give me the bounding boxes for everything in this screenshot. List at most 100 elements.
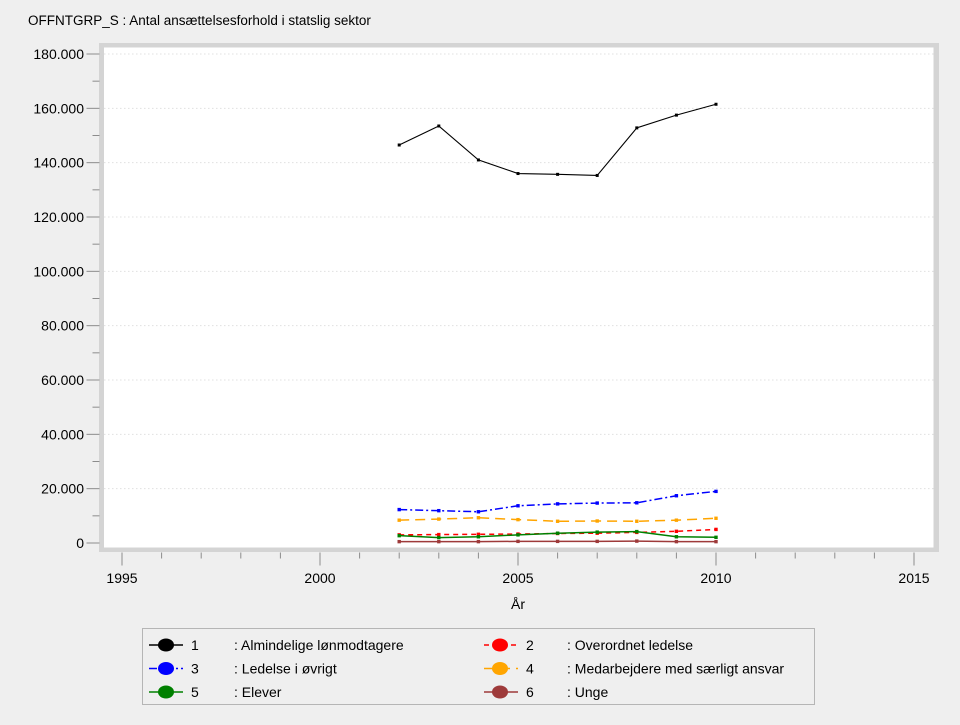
legend-series-label: : Elever <box>234 684 282 700</box>
series-marker-6 <box>635 539 639 543</box>
series-marker-5 <box>437 535 441 540</box>
legend-marker <box>158 685 174 699</box>
legend-series-number: 3 <box>191 661 199 677</box>
series-marker-4 <box>635 519 639 523</box>
y-tick-label: 40.000 <box>41 426 84 442</box>
series-marker-5 <box>476 535 481 539</box>
legend-series-number: 1 <box>191 637 199 653</box>
x-tick-label: 1995 <box>106 570 137 586</box>
y-tick-label: 140.000 <box>33 155 84 171</box>
series-marker-6 <box>476 539 481 544</box>
series-marker-5 <box>714 535 718 539</box>
series-marker-2 <box>714 527 718 532</box>
x-tick-label: 2010 <box>700 570 731 586</box>
y-tick-label: 180.000 <box>33 46 84 62</box>
series-marker-3 <box>714 489 718 494</box>
series-marker-2 <box>476 532 481 537</box>
series-marker-5 <box>674 535 679 539</box>
series-marker-5 <box>555 531 560 535</box>
series-marker-4 <box>397 518 401 522</box>
series-marker-6 <box>555 539 560 544</box>
x-tick-label: 2000 <box>304 570 335 586</box>
x-axis-title: År <box>511 596 525 612</box>
series-marker-2 <box>437 532 441 537</box>
series-marker-4 <box>674 518 679 522</box>
series-marker-1 <box>476 158 480 162</box>
series-marker-4 <box>595 519 599 523</box>
series-marker-6 <box>516 539 520 544</box>
series-marker-4 <box>437 517 441 521</box>
legend-series-number: 5 <box>191 684 199 700</box>
series-marker-6 <box>595 539 599 544</box>
series-line-3 <box>399 490 717 513</box>
legend-item-4: 4 : Medarbejdere med særligt ansvar <box>484 661 784 677</box>
legend-marker <box>492 662 508 675</box>
series-marker-2 <box>674 529 679 534</box>
series-marker-3 <box>674 494 679 498</box>
series-marker-4 <box>555 519 560 523</box>
legend-series-number: 2 <box>526 637 534 653</box>
y-tick-label: 0 <box>76 535 84 551</box>
legend-marker <box>158 662 174 675</box>
y-tick-label: 160.000 <box>33 100 84 116</box>
y-tick-label: 60.000 <box>41 372 84 388</box>
series-marker-3 <box>437 508 441 513</box>
series-marker-4 <box>516 517 520 522</box>
series-marker-4 <box>476 516 481 520</box>
series-marker-3 <box>397 507 401 512</box>
series-marker-3 <box>635 501 639 505</box>
legend-series-label: : Almindelige lønmodtagere <box>234 637 404 653</box>
chart-title: OFFNTGRP_S : Antal ansættelsesforhold i … <box>28 13 371 28</box>
series-marker-1 <box>674 113 678 117</box>
series-marker-1 <box>714 102 718 106</box>
series-marker-5 <box>516 533 520 537</box>
series-marker-6 <box>437 539 441 544</box>
series-marker-5 <box>397 533 401 538</box>
series-marker-1 <box>397 143 401 147</box>
legend-item-5: 5 : Elever <box>149 684 282 700</box>
series-marker-1 <box>516 172 520 176</box>
y-axis: 0 20.000 40.000 60.000 80.000 100.000 120.000 1… <box>33 46 100 551</box>
legend: 1 : Almindelige lønmodtagere 3 : Ledelse i … <box>142 628 815 705</box>
x-tick-label: 2015 <box>898 570 929 586</box>
legend-item-1: 1 : Almindelige lønmodtagere <box>149 637 404 653</box>
series-marker-6 <box>674 539 679 544</box>
series-lines <box>397 102 718 544</box>
series-marker-1 <box>595 173 599 177</box>
legend-item-6: 6 : Unge <box>484 684 608 700</box>
legend-series-label: : Ledelse i øvrigt <box>234 661 337 677</box>
legend-box <box>142 628 815 705</box>
series-marker-3 <box>595 501 599 505</box>
series-marker-1 <box>635 126 639 130</box>
legend-item-2: 2 : Overordnet ledelse <box>484 637 693 653</box>
y-tick-label: 20.000 <box>41 481 84 497</box>
legend-marker <box>492 685 508 699</box>
legend-marker <box>158 638 174 652</box>
plot-area <box>104 47 934 548</box>
legend-series-label: : Overordnet ledelse <box>567 637 693 653</box>
series-marker-1 <box>437 124 441 128</box>
series-marker-5 <box>635 529 639 534</box>
y-tick-label: 120.000 <box>33 209 84 225</box>
series-marker-3 <box>516 504 520 508</box>
x-axis: 1995 2000 2005 2010 2015 <box>106 552 930 586</box>
y-tick-label: 80.000 <box>41 318 84 334</box>
series-marker-6 <box>397 539 401 544</box>
legend-series-label: : Unge <box>567 684 608 700</box>
legend-series-number: 6 <box>526 684 534 700</box>
legend-item-3: 3 : Ledelse i øvrigt <box>149 661 337 677</box>
legend-series-label: : Medarbejdere med særligt ansvar <box>567 661 784 677</box>
series-line-4 <box>399 516 717 523</box>
series-line-2 <box>399 528 717 536</box>
series-marker-5 <box>595 530 599 534</box>
series-marker-1 <box>556 172 560 176</box>
series-marker-3 <box>476 510 481 514</box>
legend-series-number: 4 <box>526 661 534 677</box>
y-tick-label: 100.000 <box>33 263 84 279</box>
series-marker-3 <box>555 502 560 506</box>
series-marker-4 <box>714 516 718 520</box>
x-tick-label: 2005 <box>502 570 533 586</box>
legend-marker <box>492 638 508 652</box>
